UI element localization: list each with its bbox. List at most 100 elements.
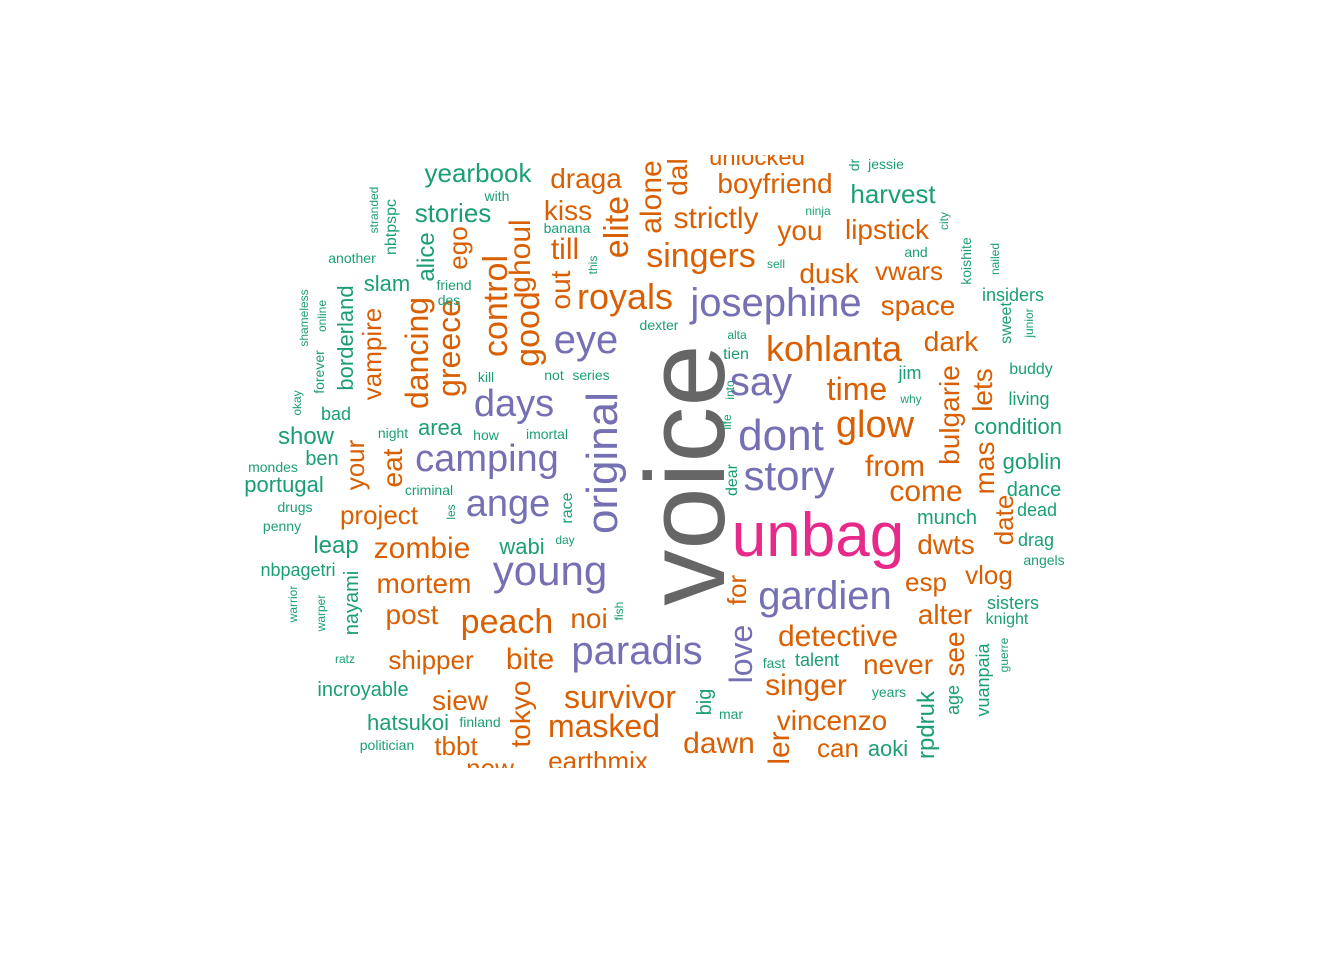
word-vampire: vampire <box>357 307 387 401</box>
word-siew: siew <box>431 685 489 716</box>
word-ben: ben <box>305 448 339 470</box>
word-dont: dont <box>738 411 824 460</box>
word-alter: alter <box>917 599 973 630</box>
word-zombie: zombie <box>373 532 471 565</box>
word-unlocked: unlocked <box>708 155 806 171</box>
word-project: project <box>339 500 419 530</box>
word-original: original <box>578 392 627 534</box>
word-lets: lets <box>967 368 998 412</box>
word-masked: masked <box>547 708 661 744</box>
word-royals: royals <box>576 276 674 317</box>
word-day: day <box>555 533 575 547</box>
word-sell: sell <box>766 257 786 271</box>
word-ninja: ninja <box>805 204 831 218</box>
word-dusk: dusk <box>799 258 859 289</box>
word-drag: drag <box>1017 530 1055 550</box>
word-new: new <box>466 753 514 768</box>
word-living: living <box>1008 389 1050 409</box>
word-strictly: strictly <box>673 202 759 235</box>
word-love: love <box>723 624 759 684</box>
word-condition: condition <box>973 414 1063 439</box>
word-dance: dance <box>1006 479 1062 501</box>
word-can: can <box>817 733 859 763</box>
word-till: till <box>550 233 580 266</box>
word-good: good <box>509 291 547 367</box>
word-elite: elite <box>598 195 636 259</box>
word-wabi: wabi <box>499 534 545 559</box>
word-des: des <box>437 292 461 308</box>
word-another: another <box>328 250 376 266</box>
word-dancing: dancing <box>399 296 435 410</box>
word-shipper: shipper <box>388 645 474 675</box>
word-ego: ego <box>443 226 473 270</box>
word-big: big <box>694 688 716 716</box>
word-young: young <box>492 547 608 594</box>
word-josephine: josephine <box>690 281 862 325</box>
word-koishite: koishite <box>958 237 974 285</box>
word-angels: angels <box>1023 552 1065 568</box>
word-aoki: aoki <box>867 736 909 761</box>
word-gardien: gardien <box>758 574 892 618</box>
word-earthmix: earthmix <box>548 746 648 768</box>
word-finland: finland <box>459 714 501 730</box>
word-singer: singer <box>765 669 847 702</box>
word-this: this <box>586 255 600 275</box>
word-story: story <box>743 452 835 499</box>
word-and: and <box>904 244 928 260</box>
word-nailed: nailed <box>988 242 1002 276</box>
word-age: age <box>943 684 963 716</box>
word-why: why <box>900 392 922 406</box>
word-imortal: imortal <box>525 426 569 442</box>
word-dark: dark <box>923 326 979 357</box>
word-days: days <box>473 383 555 425</box>
word-vwars: vwars <box>875 256 943 286</box>
word-online: online <box>315 299 329 333</box>
word-hatsukoi: hatsukoi <box>367 710 449 735</box>
word-post: post <box>385 599 439 630</box>
word-banana: banana <box>543 220 591 236</box>
word-bad: bad <box>320 404 352 424</box>
word-mas: mas <box>969 441 1000 495</box>
word-glow: glow <box>835 404 915 446</box>
word-tbbt: tbbt <box>434 731 478 761</box>
word-drugs: drugs <box>277 499 313 515</box>
word-eye: eye <box>553 318 619 362</box>
word-mar: mar <box>718 706 744 722</box>
word-dawn: dawn <box>683 727 755 760</box>
word-you: you <box>777 215 823 246</box>
word-come: come <box>889 475 963 508</box>
word-singers: singers <box>646 237 756 275</box>
word-vincenzo: vincenzo <box>776 705 888 736</box>
word-peach: peach <box>460 603 554 641</box>
word-noi: noi <box>570 603 608 634</box>
word-survivor: survivor <box>563 679 677 715</box>
word-incroyable: incroyable <box>317 679 409 701</box>
word-tokyo: tokyo <box>505 680 536 748</box>
word-warper: warper <box>314 594 328 632</box>
word-bulgarie: bulgarie <box>934 365 965 465</box>
word-how: how <box>473 427 499 443</box>
word-time: time <box>826 371 888 407</box>
word-jessie: jessie <box>868 156 904 172</box>
word-knight: knight <box>985 611 1029 628</box>
word-with: with <box>484 188 510 204</box>
word-years: years <box>871 684 907 700</box>
word-see: see <box>939 631 970 677</box>
word-dwts: dwts <box>917 529 975 560</box>
word-tien: tien <box>723 346 749 363</box>
word-eat: eat <box>377 448 408 488</box>
word-mondes: mondes <box>248 459 298 475</box>
word-mortem: mortem <box>376 568 472 599</box>
word-portugal: portugal <box>244 472 324 497</box>
word-nayami: nayami <box>341 570 363 636</box>
word-dr: dr <box>846 158 862 172</box>
word-alice: alice <box>413 232 440 282</box>
word-for: for <box>722 574 752 606</box>
word-into: into <box>723 380 737 400</box>
word-warrior: warrior <box>286 585 300 623</box>
word-dead: dead <box>1016 500 1058 520</box>
word-okay: okay <box>290 390 304 416</box>
word-insiders: insiders <box>981 285 1045 305</box>
word-kill: kill <box>477 369 495 385</box>
